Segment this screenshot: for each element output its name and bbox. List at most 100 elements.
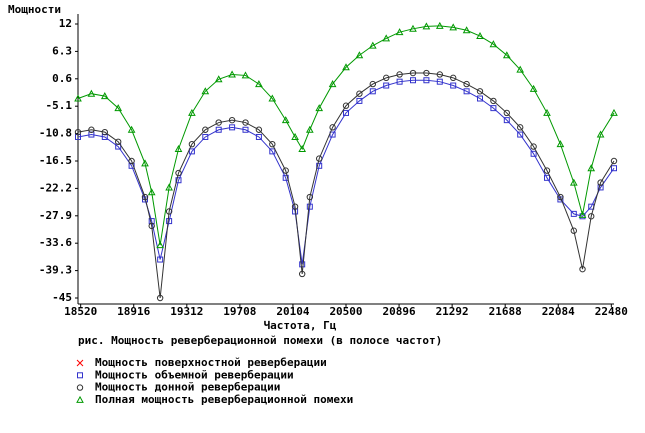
data-point xyxy=(329,124,336,131)
data-point xyxy=(517,124,524,131)
y-tick-label: -27.9 xyxy=(39,209,72,222)
legend-marker xyxy=(76,384,84,391)
data-point xyxy=(382,34,391,42)
data-point xyxy=(579,265,586,273)
data-point xyxy=(268,94,277,102)
data-point xyxy=(395,28,404,36)
data-point xyxy=(489,40,498,48)
data-point xyxy=(282,167,289,174)
data-point xyxy=(100,92,109,100)
x-tick-label: 18520 xyxy=(64,305,97,318)
data-point xyxy=(610,108,618,116)
x-tick-label: 19312 xyxy=(170,305,203,318)
data-point xyxy=(529,84,538,92)
data-point xyxy=(215,119,222,126)
y-tick-label: -45 xyxy=(52,291,72,304)
legend-label: Мощность донной реверберации xyxy=(95,381,280,394)
data-point xyxy=(530,143,537,150)
data-point xyxy=(174,144,183,152)
data-point xyxy=(463,80,470,88)
data-point xyxy=(570,227,577,234)
data-point xyxy=(148,222,155,230)
y-axis-label: Мощности xyxy=(8,3,61,16)
data-point xyxy=(476,31,484,40)
data-point xyxy=(255,133,262,140)
series-line xyxy=(77,25,615,246)
y-tick-label: -33.6 xyxy=(39,236,72,249)
data-point xyxy=(165,183,173,191)
data-point xyxy=(355,51,364,59)
data-point xyxy=(157,256,164,263)
legend-marker xyxy=(77,372,83,379)
data-point xyxy=(141,193,149,201)
data-point xyxy=(503,109,510,117)
data-point xyxy=(101,128,109,136)
data-point xyxy=(298,144,307,152)
data-point xyxy=(396,71,403,78)
data-point xyxy=(356,90,363,97)
data-point xyxy=(202,126,209,133)
legend-label: Мощность поверхностной реверберации xyxy=(95,356,327,369)
data-point xyxy=(435,21,444,29)
data-point xyxy=(409,24,417,32)
data-point xyxy=(423,77,430,84)
data-point xyxy=(229,124,236,131)
data-point xyxy=(269,140,276,148)
data-point xyxy=(255,126,263,133)
data-point xyxy=(490,105,497,112)
data-point xyxy=(188,140,196,148)
data-point xyxy=(156,241,164,249)
data-point xyxy=(587,164,596,172)
data-point xyxy=(188,108,196,116)
data-point xyxy=(543,167,551,174)
y-tick-label: 12 xyxy=(59,17,72,30)
data-point xyxy=(316,162,323,169)
data-point xyxy=(282,174,289,181)
data-point xyxy=(141,159,149,167)
data-point xyxy=(255,80,263,88)
data-point xyxy=(557,193,564,201)
data-point xyxy=(543,108,551,116)
data-point xyxy=(556,140,565,148)
x-tick-label: 21688 xyxy=(489,305,522,318)
data-point xyxy=(530,150,537,157)
data-point xyxy=(315,104,324,112)
data-point xyxy=(409,69,417,77)
data-point xyxy=(156,294,164,302)
data-point xyxy=(115,138,122,145)
data-point xyxy=(175,169,182,177)
data-point xyxy=(88,126,95,133)
data-point xyxy=(74,128,82,136)
data-point xyxy=(436,71,443,78)
data-point xyxy=(477,95,483,102)
legend-label: Полная мощность реверберационной помехи xyxy=(95,393,353,406)
x-tick-label: 20896 xyxy=(383,305,416,318)
data-point xyxy=(410,77,416,84)
x-axis-label: Частота, Гц xyxy=(264,319,337,332)
data-point xyxy=(450,74,457,82)
data-point xyxy=(215,126,222,133)
y-tick-label: -16.5 xyxy=(39,154,72,167)
data-point xyxy=(356,97,363,104)
data-point xyxy=(269,148,276,155)
data-point xyxy=(175,177,182,184)
data-point xyxy=(490,97,497,105)
data-point xyxy=(588,213,595,220)
data-point xyxy=(436,78,443,85)
x-tick-label: 22480 xyxy=(595,305,628,318)
series-line xyxy=(77,72,615,299)
data-point xyxy=(544,174,550,181)
data-point xyxy=(166,218,173,225)
data-point xyxy=(281,116,290,124)
x-tick-label: 22084 xyxy=(542,305,575,318)
data-point xyxy=(328,80,337,88)
data-point xyxy=(368,41,377,49)
data-point xyxy=(342,63,350,71)
data-point xyxy=(127,125,136,133)
data-point xyxy=(383,74,390,82)
data-point xyxy=(305,125,314,133)
data-point xyxy=(299,261,306,268)
data-point xyxy=(291,132,299,140)
data-point xyxy=(242,119,249,126)
